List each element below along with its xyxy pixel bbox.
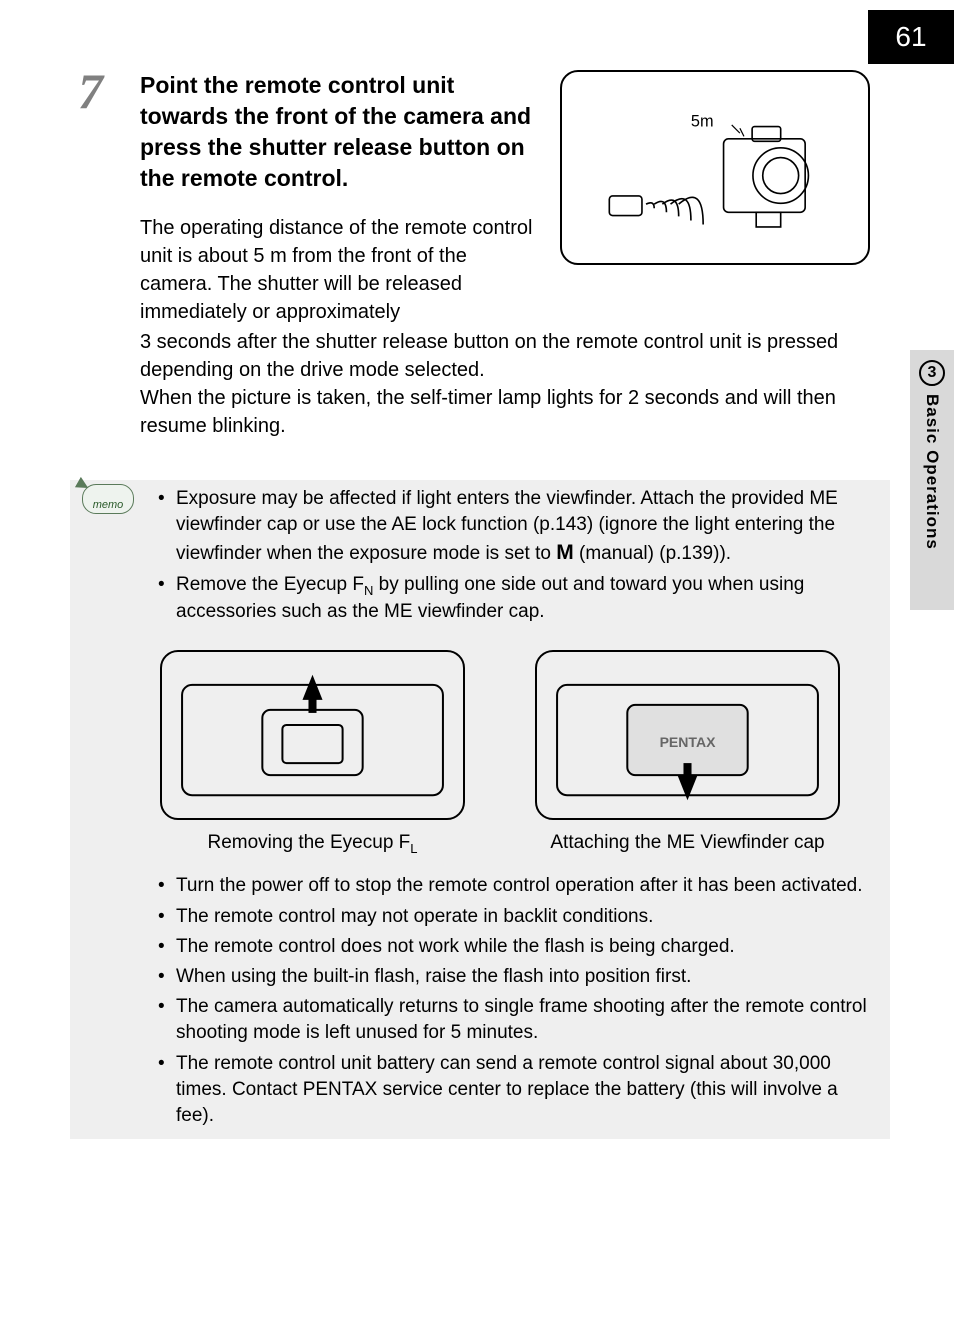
- chapter-number-badge: 3: [919, 360, 945, 386]
- page-number: 61: [868, 10, 954, 64]
- subscript: L: [410, 840, 417, 855]
- figure-caption-left: Removing the Eyecup FL: [160, 832, 465, 856]
- step-body-2: 3 seconds after the shutter release butt…: [140, 328, 880, 440]
- memo-block: memo Exposure may be affected if light e…: [70, 480, 890, 1139]
- figure-captions-row: Removing the Eyecup FL Attaching the ME …: [160, 826, 890, 856]
- step-title: Point the remote control unit towards th…: [140, 70, 540, 194]
- step-number: 7: [78, 62, 103, 120]
- mode-m-symbol: M: [556, 541, 574, 564]
- step-body-1: The operating distance of the remote con…: [140, 214, 540, 326]
- memo-item: Turn the power off to stop the remote co…: [158, 873, 878, 899]
- caption-text: Removing the Eyecup F: [208, 832, 411, 853]
- chapter-title: Basic Operations: [922, 394, 942, 550]
- memo-icon: memo: [82, 484, 134, 514]
- camera-remote-illustration-svg: 5m: [593, 91, 838, 244]
- figure-remote-distance: 5m: [560, 70, 870, 265]
- memo-text: (manual) (p.139)).: [574, 543, 731, 564]
- page-content: 7 Point the remote control unit towards …: [80, 70, 880, 1139]
- memo-text: Exposure may be affected if light enters…: [176, 488, 838, 563]
- figure-caption-right: Attaching the ME Viewfinder cap: [535, 832, 840, 856]
- viewfinder-cap-illustration-svg: PENTAX: [537, 652, 838, 818]
- memo-item: When using the built-in flash, raise the…: [158, 964, 878, 990]
- memo-item: Exposure may be affected if light enters…: [158, 486, 878, 567]
- memo-list-lower: Turn the power off to stop the remote co…: [158, 873, 878, 1129]
- memo-item: The remote control unit battery can send…: [158, 1051, 878, 1130]
- distance-label: 5m: [691, 113, 714, 131]
- eyecup-illustration-svg: [162, 652, 463, 818]
- figures-row: PENTAX: [160, 650, 890, 820]
- memo-text: Remove the Eyecup F: [176, 574, 364, 595]
- figure-attach-viewfinder-cap: PENTAX: [535, 650, 840, 820]
- figure-remove-eyecup: [160, 650, 465, 820]
- chapter-side-tab: 3 Basic Operations: [910, 350, 954, 610]
- memo-item: The camera automatically returns to sing…: [158, 994, 878, 1046]
- memo-item: The remote control may not operate in ba…: [158, 904, 878, 930]
- memo-list-upper: Exposure may be affected if light enters…: [158, 486, 878, 625]
- svg-text:PENTAX: PENTAX: [660, 734, 717, 750]
- memo-item: Remove the Eyecup FN by pulling one side…: [158, 572, 878, 626]
- memo-item: The remote control does not work while t…: [158, 934, 878, 960]
- subscript: N: [364, 582, 373, 597]
